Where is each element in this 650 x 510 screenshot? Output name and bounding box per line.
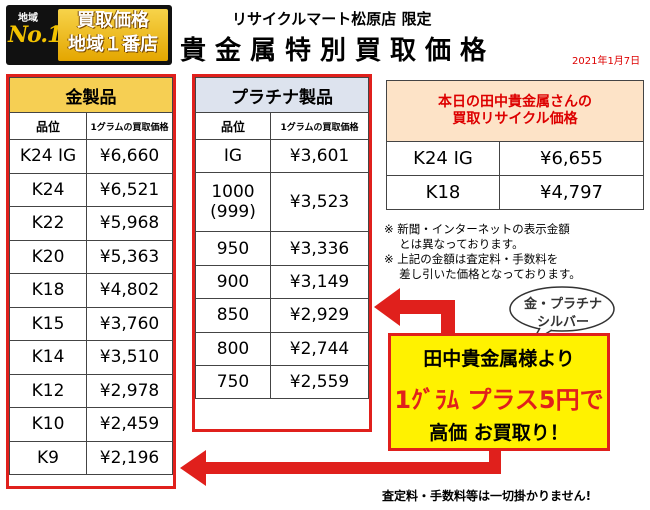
badge-area-label: 地域 <box>18 13 38 24</box>
no1-mark: 地域 No.1 <box>8 9 62 61</box>
platinum-grade: 800 <box>195 331 271 366</box>
date-label: 2021年1月7日 <box>572 56 641 67</box>
gold-row: K9 ¥2,196 <box>9 440 173 475</box>
tanaka-grade: K18 <box>386 175 500 210</box>
callout-line3: 高価 お買取り！ <box>429 422 569 444</box>
gold-price: ¥5,363 <box>86 239 173 274</box>
callout-line2: 1ｸﾞﾗﾑ プラス5円で <box>394 386 604 414</box>
gold-price: ¥6,521 <box>86 172 173 207</box>
gold-row: K22 ¥5,968 <box>9 206 173 241</box>
platinum-price: ¥3,523 <box>270 172 369 233</box>
gold-price: ¥3,760 <box>86 306 173 341</box>
gold-price: ¥2,978 <box>86 373 173 408</box>
platinum-row: IG ¥3,601 <box>195 138 369 174</box>
gold-grade: K9 <box>9 440 87 475</box>
gold-grade: K14 <box>9 340 87 375</box>
gold-row: K20 ¥5,363 <box>9 239 173 274</box>
platinum-price: ¥2,559 <box>270 364 369 400</box>
notes: ※ 新聞・インターネットの表示金額 とは異なっております。 ※ 上記の金額は査定… <box>384 222 581 282</box>
gold-grade: K24 <box>9 172 87 207</box>
platinum-row: 1000 (999) ¥3,523 <box>195 172 369 233</box>
speech-bubble-icon <box>509 286 615 332</box>
gold-grade: K24 IG <box>9 139 87 174</box>
bonus-callout: 田中貴金属様より 1ｸﾞﾗﾑ プラス5円で 高価 お買取り！ <box>388 333 610 451</box>
platinum-row: 950 ¥3,336 <box>195 231 369 266</box>
tanaka-row: K24 IG ¥6,655 <box>386 141 644 176</box>
platinum-grade: IG <box>195 138 271 174</box>
note-line: ※ 上記の金額は査定料・手数料を <box>384 252 559 266</box>
gold-price: ¥4,802 <box>86 273 173 308</box>
gold-grade: K18 <box>9 273 87 308</box>
badge-text-panel: 買取価格 地域１番店 <box>58 9 168 61</box>
arrow-to-gold-k9-shape <box>180 450 501 486</box>
arrow-to-platinum-icon <box>374 288 455 333</box>
platinum-grade: 1000 (999) <box>195 172 271 233</box>
platinum-row: 850 ¥2,929 <box>195 298 369 333</box>
platinum-row: 800 ¥2,744 <box>195 331 369 366</box>
platinum-row: 750 ¥2,559 <box>195 364 369 400</box>
platinum-price: ¥3,601 <box>270 138 369 174</box>
bubble-text: 金・プラチナ シルバー <box>510 285 616 335</box>
note-line: ※ 新聞・インターネットの表示金額 <box>384 222 570 236</box>
platinum-grade: 850 <box>195 298 271 333</box>
note-line: 差し引いた価格となっております。 <box>384 267 581 281</box>
gold-grade: K22 <box>9 206 87 241</box>
tanaka-row: K18 ¥4,797 <box>386 175 644 210</box>
platinum-col-grade: 品位 <box>195 112 271 140</box>
platinum-price: ¥2,929 <box>270 298 369 333</box>
badge-line1: 買取価格 <box>77 10 149 31</box>
platinum-table-title: プラチナ製品 <box>195 77 369 113</box>
gold-price-table: 金製品 品位 1グラムの買取価格 K24 IG ¥6,660 K24 ¥6,521 K2… <box>6 74 176 489</box>
gold-grade: K10 <box>9 407 87 442</box>
platinum-price: ¥3,336 <box>270 231 369 266</box>
gold-row: K10 ¥2,459 <box>9 407 173 442</box>
tanaka-title-line1: 本日の田中貴金属さんの <box>438 94 592 110</box>
tanaka-price: ¥6,655 <box>499 141 644 176</box>
page-title: 貴金属特別買取価格 <box>180 36 496 66</box>
badge-no1-label: No.1 <box>8 22 62 48</box>
gold-row: K18 ¥4,802 <box>9 273 173 308</box>
gold-row: K24 IG ¥6,660 <box>9 139 173 174</box>
gold-row: K24 ¥6,521 <box>9 172 173 207</box>
gold-price: ¥2,196 <box>86 440 173 475</box>
tanaka-grade: K24 IG <box>386 141 500 176</box>
badge-line2: 地域１番店 <box>68 34 158 55</box>
tanaka-price: ¥4,797 <box>499 175 644 210</box>
gold-col-grade: 品位 <box>9 112 87 140</box>
gold-price: ¥2,459 <box>86 407 173 442</box>
gold-col-price: 1グラムの買取価格 <box>86 112 173 140</box>
tanaka-title: 本日の田中貴金属さんの 買取リサイクル価格 <box>386 80 644 142</box>
gold-grade: K15 <box>9 306 87 341</box>
gold-row: K12 ¥2,978 <box>9 373 173 408</box>
bubble-line2: シルバー <box>536 315 589 330</box>
note-line: とは異なっております。 <box>384 237 524 251</box>
gold-price: ¥6,660 <box>86 139 173 174</box>
tanaka-price-box: 本日の田中貴金属さんの 買取リサイクル価格 K24 IG ¥6,655 K18 ¥4,… <box>386 80 644 210</box>
gold-grade: K12 <box>9 373 87 408</box>
platinum-grade: 950 <box>195 231 271 266</box>
bubble-line1: 金・プラチナ <box>523 297 602 312</box>
gold-row: K15 ¥3,760 <box>9 306 173 341</box>
platinum-price-table: プラチナ製品 品位 1グラムの買取価格 IG ¥3,601 1000 (999) ¥3… <box>192 74 372 432</box>
footer-note: 査定料・手数料等は一切掛かりません! <box>382 489 592 503</box>
store-name: リサイクルマート松原店 限定 <box>232 10 432 28</box>
callout-line1: 田中貴金属様より <box>423 348 575 370</box>
tanaka-title-line2: 買取リサイクル価格 <box>452 111 578 127</box>
platinum-grade: 750 <box>195 364 271 400</box>
